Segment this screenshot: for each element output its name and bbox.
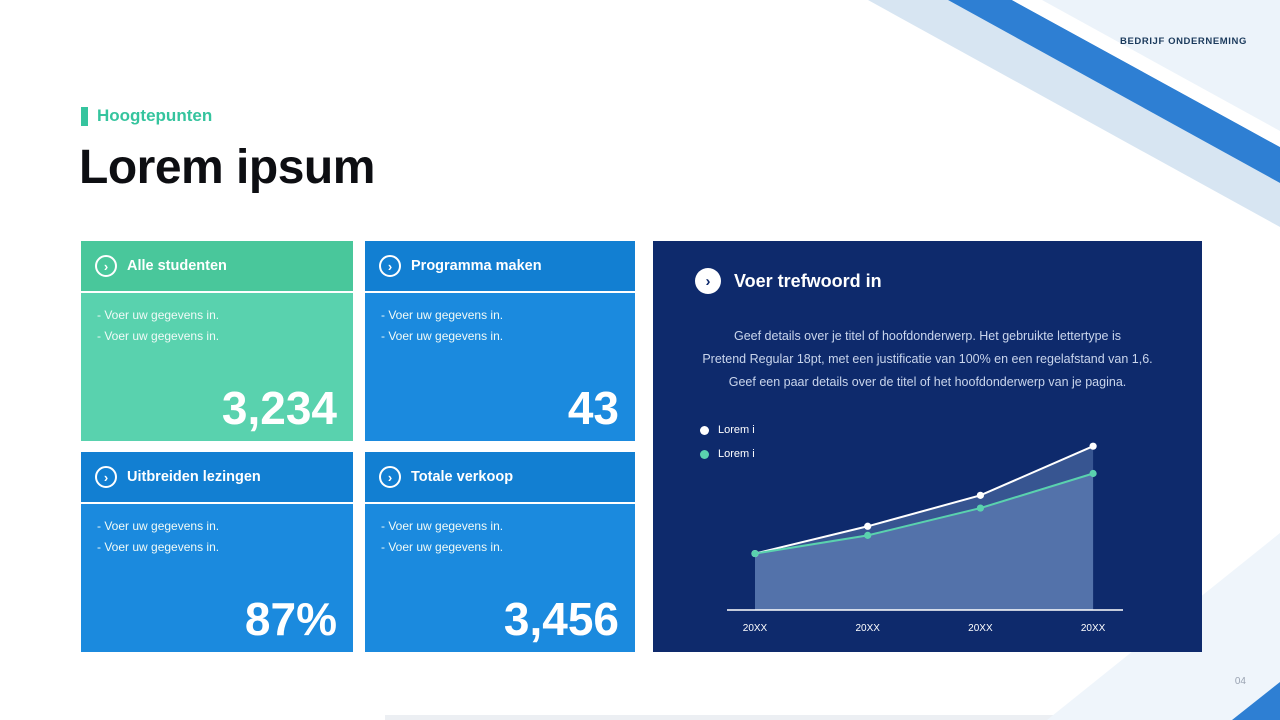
svg-text:20XX: 20XX — [855, 623, 880, 634]
stat-card-bullet: - Voer uw gegevens in. — [381, 540, 504, 554]
stat-card-bullet: - Voer uw gegevens in. — [97, 540, 220, 554]
stat-card-lectures: › Uitbreiden lezingen - Voer uw gegevens… — [81, 452, 353, 652]
legend-label: Lorem i — [718, 448, 755, 460]
stat-card-body: - Voer uw gegevens in. - Voer uw gegeven… — [365, 293, 635, 441]
stat-card-header: › Uitbreiden lezingen — [81, 452, 353, 502]
stat-card-title: Alle studenten — [127, 258, 227, 274]
svg-text:20XX: 20XX — [968, 623, 993, 634]
detail-panel-title: Voer trefwoord in — [734, 270, 882, 291]
svg-text:20XX: 20XX — [1081, 623, 1106, 634]
section-eyebrow: Hoogtepunten — [81, 106, 212, 126]
legend-dot-icon — [700, 449, 709, 459]
stat-card-body: - Voer uw gegevens in. - Voer uw gegeven… — [81, 293, 353, 441]
stat-card-bullet: - Voer uw gegevens in. — [381, 519, 504, 533]
stat-card-value: 87% — [244, 593, 337, 645]
chevron-right-icon: › — [695, 268, 721, 294]
legend-item: Lorem i — [700, 418, 755, 442]
page-title: Lorem ipsum — [79, 141, 375, 194]
paragraph-line: Geef een paar details over de titel of h… — [728, 375, 1127, 389]
page-number: 04 — [1234, 676, 1246, 687]
stat-card-value: 3,234 — [221, 382, 337, 434]
stat-card-bullet: - Voer uw gegevens in. — [381, 308, 504, 322]
company-label: BEDRIJF ONDERNEMING — [1120, 36, 1247, 47]
chart-legend: Lorem i Lorem i — [700, 418, 755, 466]
stat-card-title: Programma maken — [411, 258, 542, 274]
stat-card-header: › Totale verkoop — [365, 452, 635, 502]
stat-card-header: › Programma maken — [365, 241, 635, 291]
stat-card-bullet: - Voer uw gegevens in. — [381, 329, 504, 343]
chevron-right-icon: › — [379, 466, 401, 488]
stat-card-value: 43 — [567, 382, 619, 434]
chevron-right-icon: › — [95, 466, 117, 488]
detail-panel-header: › Voer trefwoord in — [695, 268, 882, 294]
paragraph-line: Pretend Regular 18pt, met een justificat… — [702, 352, 1153, 366]
stat-card-header: › Alle studenten — [81, 241, 353, 291]
stat-card-bullet: - Voer uw gegevens in. — [97, 308, 220, 322]
svg-text:20XX: 20XX — [743, 623, 768, 634]
stat-card-body: - Voer uw gegevens in. - Voer uw gegeven… — [365, 504, 635, 652]
deco-white-sliver — [1012, 0, 1280, 147]
stat-card-body: - Voer uw gegevens in. - Voer uw gegeven… — [81, 504, 353, 652]
stat-card-sales: › Totale verkoop - Voer uw gegevens in. … — [365, 452, 635, 652]
chevron-right-icon: › — [379, 255, 401, 277]
chart-area: 20XX 20XX 20XX 20XX — [711, 410, 1141, 645]
detail-panel-paragraph: Geef details over je titel of hoofdonder… — [681, 325, 1174, 394]
stat-card-title: Uitbreiden lezingen — [127, 469, 261, 485]
legend-label: Lorem i — [718, 424, 755, 436]
stat-card-bullet: - Voer uw gegevens in. — [97, 519, 220, 533]
chevron-right-icon: › — [95, 255, 117, 277]
legend-dot-icon — [700, 425, 709, 435]
stat-card-students: › Alle studenten - Voer uw gegevens in. … — [81, 241, 353, 441]
stat-card-value: 3,456 — [503, 593, 619, 645]
paragraph-line: Geef details over je titel of hoofdonder… — [733, 329, 1122, 343]
legend-item: Lorem i — [700, 442, 755, 466]
stat-card-bullet: - Voer uw gegevens in. — [97, 329, 220, 343]
deco-blue-stripe — [948, 0, 1280, 183]
trend-chart: 20XX 20XX 20XX 20XX — [727, 442, 1123, 634]
deco-lightblue-band — [868, 0, 1280, 227]
deco-blue-bottom-corner — [1232, 682, 1280, 720]
deco-bottom-strip — [385, 715, 1280, 720]
stat-card-programs: › Programma maken - Voer uw gegevens in.… — [365, 241, 635, 441]
section-eyebrow-label: Hoogtepunten — [97, 106, 213, 125]
detail-panel: › Voer trefwoord in Geef details over je… — [653, 241, 1202, 652]
accent-bar — [81, 106, 88, 126]
deco-pale-corner — [1042, 0, 1280, 131]
stat-card-grid: › Alle studenten - Voer uw gegevens in. … — [81, 241, 635, 652]
stat-card-title: Totale verkoop — [411, 469, 514, 485]
